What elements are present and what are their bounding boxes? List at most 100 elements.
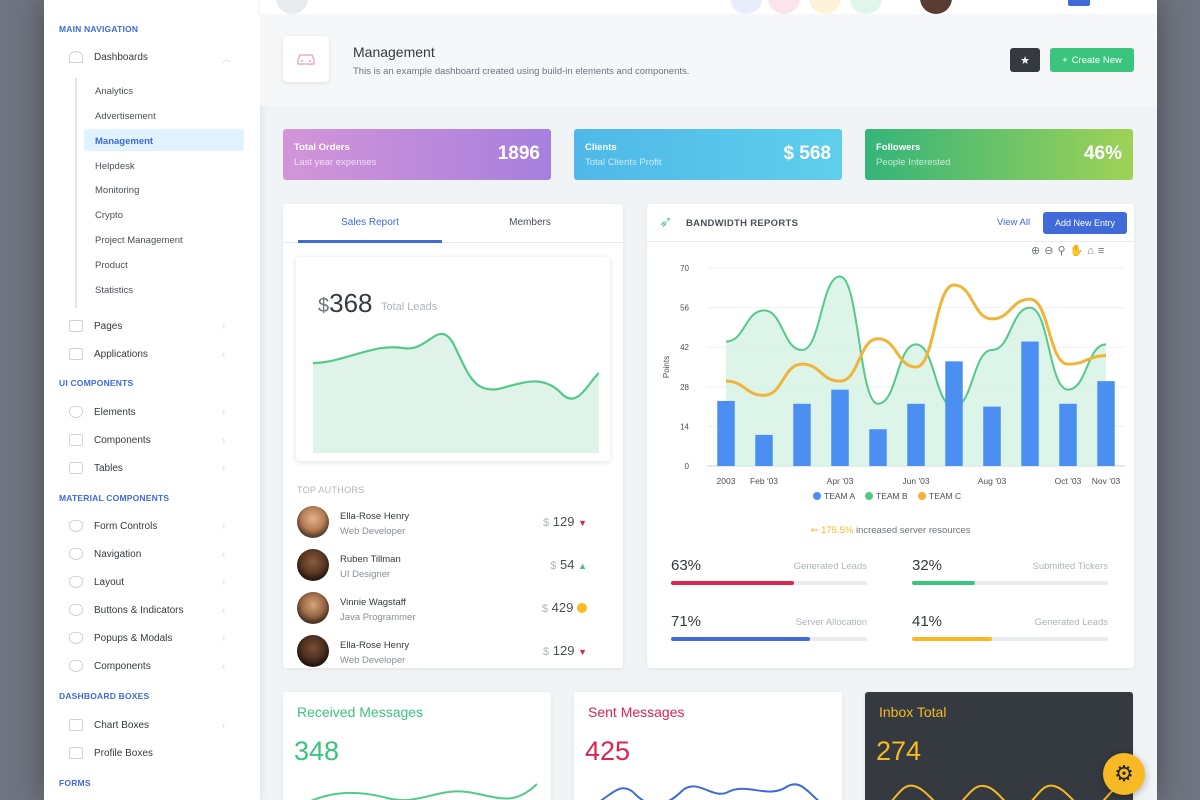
tile-title: Followers (876, 142, 921, 153)
y-tick-label: 70 (680, 264, 689, 273)
sidebar-item-pages[interactable]: Pages (94, 321, 123, 332)
sidebar-item-form-controls[interactable]: Form Controls (94, 521, 158, 532)
table-icon (69, 462, 83, 474)
sidebar-item-crypto[interactable]: Crypto (95, 210, 123, 221)
progress-label: Generated Leads (793, 561, 867, 572)
author-row[interactable]: Ella-Rose Henry Web Developer $ 129 ▼ (297, 635, 597, 668)
tab-members[interactable]: Members (509, 217, 551, 228)
followers-tile: Followers People Interested 46% (865, 129, 1133, 180)
sidebar-item-elements[interactable]: Elements (94, 407, 136, 418)
chevron-right-icon[interactable]: › (222, 577, 225, 587)
menu-icon[interactable]: ≡ (1097, 245, 1109, 257)
author-row[interactable]: Ella-Rose Henry Web Developer $ 129 ▼ (297, 506, 597, 540)
sidebar-item-monitoring[interactable]: Monitoring (95, 185, 140, 196)
sent-sparkline (600, 783, 819, 800)
active-item-highlight (84, 129, 244, 151)
author-row[interactable]: Vinnie Wagstaff Java Programmer $ 429 (297, 592, 597, 626)
progress-fill (671, 637, 811, 641)
progress-fill (912, 637, 993, 641)
sidebar-item-advertisement[interactable]: Advertisement (95, 111, 156, 122)
header-icon-button[interactable] (768, 0, 800, 14)
diamond-icon (69, 632, 83, 644)
gear-icon: ⚙ (1114, 761, 1134, 786)
sidebar-item-analytics[interactable]: Analytics (95, 86, 134, 97)
page-title: Management (353, 44, 435, 60)
leads-label: Total Leads (381, 301, 438, 313)
sidebar-item-dashboards[interactable]: Dashboards (94, 52, 148, 63)
search-icon[interactable]: ⚲ (1057, 245, 1070, 257)
sidebar-item-project-management[interactable]: Project Management (95, 235, 183, 246)
view-all-link[interactable]: View All (997, 217, 1031, 228)
chevron-up-icon[interactable]: ︿ (222, 54, 232, 64)
sidebar-item-popups-modals[interactable]: Popups & Modals (94, 633, 173, 644)
currency-symbol: $ (541, 603, 549, 615)
chevron-right-icon[interactable]: › (222, 549, 225, 559)
zoom-in-icon[interactable]: ⊕ (1031, 245, 1045, 257)
sidebar-item-tables[interactable]: Tables (94, 463, 123, 474)
team-c-line (725, 283, 1107, 397)
sidebar-item-material-components[interactable]: Components (94, 661, 151, 672)
card-title: Sent Messages (588, 704, 685, 720)
author-row[interactable]: Ruben Tillman UI Designer $ 54 ▲ (297, 549, 597, 583)
sidebar-item-profile-boxes[interactable]: Profile Boxes (94, 748, 153, 759)
home-icon[interactable]: ⌂ (1087, 245, 1098, 257)
legend-marker (813, 492, 821, 500)
chevron-right-icon[interactable]: › (222, 633, 225, 643)
sidebar-item-components[interactable]: Components (94, 435, 151, 446)
y-tick-label: 0 (685, 462, 690, 471)
y-axis-label: Points (662, 356, 671, 378)
sidebar-item-applications[interactable]: Applications (94, 349, 148, 360)
note-text: increased server resources (855, 525, 971, 536)
tab-divider (283, 242, 623, 243)
team-a-bar (869, 429, 887, 466)
tab-sales-report[interactable]: Sales Report (341, 217, 399, 228)
chevron-right-icon[interactable]: › (222, 720, 225, 730)
page-title-bar: Management This is an example dashboard … (260, 14, 1157, 106)
bandwidth-reports-card: ➶ BANDWIDTH REPORTS View All Add New Ent… (647, 204, 1134, 668)
chevron-right-icon[interactable]: › (222, 661, 225, 671)
header-icon-button[interactable] (809, 0, 841, 14)
create-new-button[interactable]: + Create New (1050, 48, 1134, 72)
chevron-right-icon[interactable]: › (222, 605, 225, 615)
diamond-icon (69, 576, 83, 588)
sidebar-item-chart-boxes[interactable]: Chart Boxes (94, 720, 150, 731)
favorite-button[interactable]: ★ (1010, 48, 1040, 72)
status-dot-icon (577, 603, 587, 613)
chevron-right-icon[interactable]: › (222, 521, 225, 531)
sidebar-item-navigation[interactable]: Navigation (94, 549, 142, 560)
currency-symbol: $ (543, 646, 550, 658)
header-icon-button[interactable] (850, 0, 882, 14)
sidebar-item-helpdesk[interactable]: Helpdesk (95, 161, 135, 172)
section-forms: FORMS (59, 778, 91, 788)
chevron-right-icon[interactable]: › (222, 435, 225, 445)
author-value: $ 129 ▼ (543, 514, 587, 529)
zoom-out-icon[interactable]: ⊖ (1044, 245, 1058, 257)
author-amount: 54 (559, 557, 575, 572)
user-menu-button[interactable] (1068, 0, 1090, 6)
sidebar-item-buttons-indicators[interactable]: Buttons & Indicators (94, 605, 184, 616)
sidebar-item-product[interactable]: Product (95, 260, 128, 271)
card-title: Received Messages (297, 704, 424, 720)
total-orders-tile: Total Orders Last year expenses 1896 (283, 129, 551, 180)
header-icon-button[interactable] (730, 0, 762, 14)
received-messages-card: Received Messages 348 (283, 692, 551, 800)
avatar (297, 549, 329, 581)
chevron-right-icon[interactable]: › (222, 349, 225, 359)
team-a-bar (1021, 341, 1039, 466)
team-a-bar (1097, 381, 1115, 466)
y-tick-label: 28 (680, 383, 689, 392)
sidebar-item-statistics[interactable]: Statistics (95, 285, 134, 296)
header-menu-icon[interactable] (276, 0, 308, 14)
chevron-right-icon[interactable]: › (222, 407, 225, 417)
sidebar-item-layout[interactable]: Layout (94, 577, 125, 588)
x-tick-label: Jun '03 (902, 476, 929, 486)
tile-title: Clients (585, 142, 617, 153)
chevron-right-icon[interactable]: › (222, 463, 225, 473)
avatar[interactable] (920, 0, 952, 14)
progress-value: 63% (671, 557, 702, 574)
sidebar-item-management[interactable]: Management (95, 136, 154, 147)
settings-gear-button[interactable]: ⚙ (1103, 753, 1145, 795)
pan-icon[interactable]: ✋ (1069, 245, 1088, 257)
chevron-right-icon[interactable]: › (222, 321, 225, 331)
add-new-entry-button[interactable]: Add New Entry (1043, 212, 1127, 234)
